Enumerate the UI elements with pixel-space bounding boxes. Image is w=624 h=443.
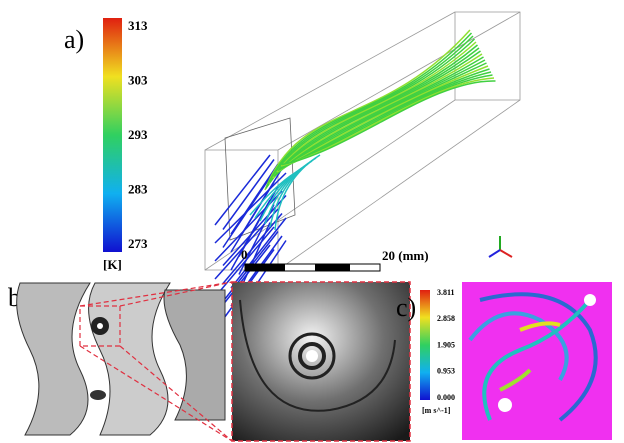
streamlines	[215, 30, 496, 320]
pore	[498, 398, 512, 412]
colorbar-tick-label: 0.953	[437, 367, 455, 376]
axis-triad	[489, 236, 512, 257]
colorbar-ticks: 313 303 293 283 273	[128, 18, 148, 251]
scale-bar-segment	[245, 264, 285, 271]
pore	[97, 323, 103, 329]
colorbar-unit: [m s^-1]	[422, 406, 451, 415]
colorbar-tick-label: 2.858	[437, 314, 455, 323]
panel-label: a)	[64, 25, 84, 54]
pore	[584, 294, 596, 306]
colorbar-tick-label: 0.000	[437, 393, 455, 402]
colorbar	[420, 290, 430, 400]
colorbar-tick-label: 313	[128, 18, 148, 33]
streamline	[280, 75, 493, 168]
page: a) 313303293283273 [K] 0 20 (mm) b)	[0, 0, 624, 443]
scale-bar	[245, 264, 380, 271]
figure: a) 313303293283273 [K] 0 20 (mm) b)	[0, 0, 624, 443]
colorbar-tick-label: 293	[128, 127, 148, 142]
colorbar-tick-label: 1.905	[437, 340, 455, 349]
colorbar-tick-label: 303	[128, 72, 148, 87]
colorbar-unit: [K]	[103, 257, 122, 272]
triad-axis	[500, 250, 512, 257]
colorbar-tick-label: 283	[128, 181, 148, 196]
panel-label: c)	[396, 293, 416, 322]
colorbar-ticks: 3.811 2.858 1.905 0.953 0.000	[437, 288, 455, 402]
pore	[306, 350, 318, 362]
scale-bar-segment	[315, 264, 350, 271]
gyroid-wall	[164, 290, 225, 420]
triad-axis	[489, 250, 500, 257]
scale-start: 0	[241, 247, 248, 262]
scale-end: 20 (mm)	[382, 248, 429, 263]
pore	[90, 390, 106, 400]
gyroid-wall	[17, 283, 90, 435]
box-edge	[278, 100, 520, 270]
colorbar-tick-label: 273	[128, 236, 148, 251]
colorbar	[103, 18, 122, 252]
colorbar-tick-label: 3.811	[437, 288, 455, 297]
